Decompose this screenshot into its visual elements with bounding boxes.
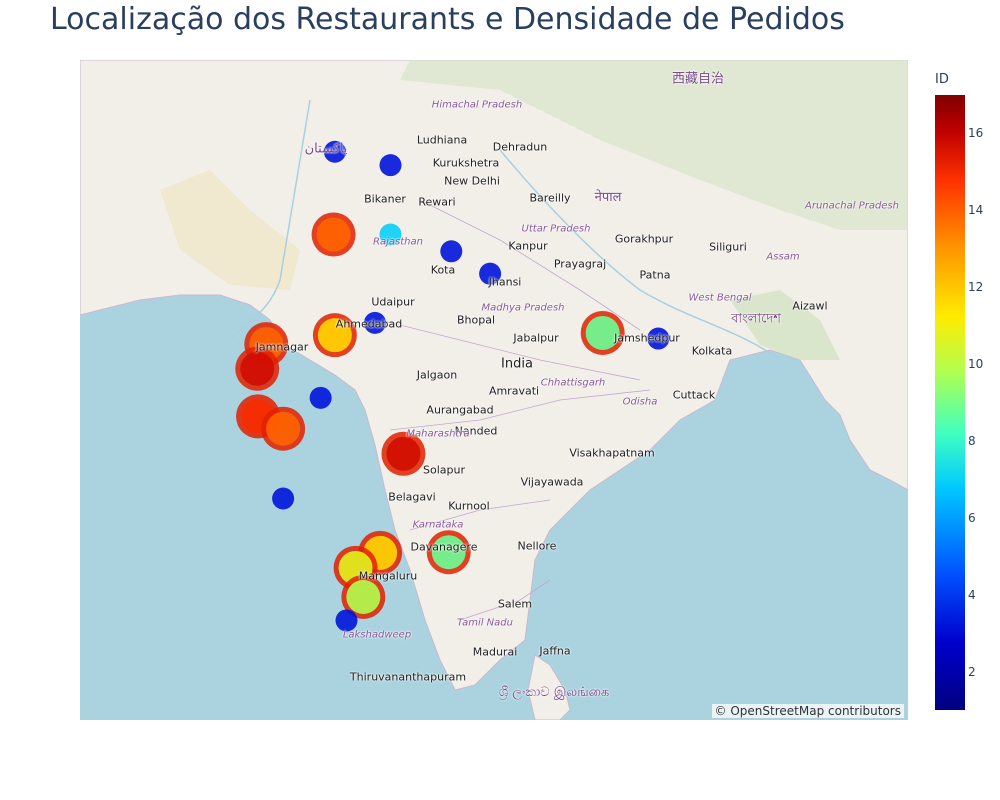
label-kurnool: Kurnool	[448, 499, 490, 513]
label-udaipur: Udaipur	[371, 295, 415, 309]
label-assam: Assam	[766, 251, 800, 263]
label-west-bengal: West Bengal	[688, 292, 752, 304]
label-prayagraj: Prayagraj	[553, 257, 607, 271]
label-belagavi: Belagavi	[388, 490, 436, 504]
label-thiruvananthapuram: Thiruvananthapuram	[349, 670, 467, 684]
restaurant-marker[interactable]	[335, 609, 358, 632]
label-nepal: नेपाल	[594, 190, 622, 205]
land-shape	[80, 60, 908, 691]
label-madhya-pradesh: Madhya Pradesh	[481, 302, 565, 314]
markers-layer	[235, 140, 670, 632]
restaurant-marker[interactable]	[479, 262, 502, 285]
label-solapur: Solapur	[423, 463, 465, 477]
label-sri-lanka: ශ්‍රී ලංකාව இலங்கை	[498, 685, 610, 700]
label-jaffna: Jaffna	[539, 644, 571, 658]
sri-lanka-shape	[527, 654, 571, 720]
colorbar-tick-label: 12	[968, 280, 984, 295]
colorbar-tick-label: 6	[968, 510, 976, 525]
label-karnataka: Karnataka	[412, 519, 464, 531]
map-view[interactable]: Ludhiana Dehradun Kurukshetra New Delhi …	[80, 60, 908, 720]
restaurant-marker[interactable]	[323, 140, 346, 163]
label-siliguri: Siliguri	[709, 240, 747, 254]
label-lakshadweep: Lakshadweep	[342, 629, 412, 641]
restaurant-marker[interactable]	[431, 535, 466, 570]
himalaya-shade	[400, 60, 908, 230]
label-odisha: Odisha	[622, 396, 658, 408]
label-pakistan: پاکستان	[304, 141, 348, 157]
label-bareilly: Bareilly	[529, 191, 571, 205]
label-visakhapatnam: Visakhapatnam	[569, 446, 655, 460]
label-himachal-pradesh: Himachal Pradesh	[431, 99, 523, 111]
label-nanded: Nanded	[454, 424, 498, 438]
label-tamil-nadu: Tamil Nadu	[457, 617, 513, 629]
restaurant-marker[interactable]	[647, 327, 670, 350]
label-new-delhi: New Delhi	[444, 174, 500, 188]
colorbar-tick-label: 4	[968, 587, 976, 602]
restaurant-marker[interactable]	[585, 315, 620, 350]
restaurant-marker[interactable]	[272, 487, 295, 510]
label-chhattisgarh: Chhattisgarh	[540, 377, 606, 389]
label-kanpur: Kanpur	[508, 239, 548, 253]
restaurant-marker[interactable]	[316, 217, 351, 252]
label-uttar-pradesh: Uttar Pradesh	[521, 223, 591, 235]
restaurant-marker[interactable]	[379, 154, 402, 177]
label-kolkata: Kolkata	[691, 344, 733, 358]
label-vijayawada: Vijayawada	[520, 475, 584, 489]
label-salem: Salem	[497, 597, 533, 611]
label-jalgaon: Jalgaon	[416, 368, 458, 382]
basemap	[80, 60, 908, 720]
label-maharashtra: Maharashtra	[406, 428, 470, 440]
delta-shade	[730, 290, 840, 360]
label-madurai: Madurai	[472, 645, 518, 659]
label-ludhiana: Ludhiana	[416, 133, 468, 147]
river-ganges	[499, 149, 781, 361]
label-rajasthan: Rajasthan	[373, 236, 423, 248]
label-jamshedpur: Jamshedpur	[614, 331, 680, 345]
label-aurangabad: Aurangabad	[426, 403, 494, 417]
state-borders	[379, 199, 651, 621]
label-bhopal: Bhopal	[456, 313, 496, 327]
colorbar-tick-label: 2	[968, 664, 976, 679]
restaurant-marker[interactable]	[386, 436, 421, 471]
colorbar	[935, 95, 965, 710]
colorbar-tick-label: 14	[968, 203, 984, 218]
label-patna: Patna	[639, 268, 671, 282]
colorbar-title: ID	[935, 72, 949, 87]
label-bangladesh: বাংলাদেশ	[731, 311, 781, 327]
restaurant-marker[interactable]	[440, 240, 463, 263]
label-india: India	[501, 356, 533, 372]
label-aizawl: Aizawl	[792, 299, 828, 313]
label-jamnagar: Jamnagar	[255, 340, 309, 354]
label-jhansi: Jhansi	[488, 275, 522, 289]
colorbar-tick-label: 8	[968, 433, 976, 448]
restaurant-marker[interactable]	[363, 311, 386, 334]
restaurant-marker[interactable]	[266, 411, 301, 446]
restaurant-marker[interactable]	[379, 223, 402, 246]
label-dehradun: Dehradun	[492, 140, 548, 154]
label-mangaluru: Mangaluru	[358, 569, 418, 583]
label-rewari: Rewari	[418, 195, 456, 209]
label-ahmedabad: Ahmedabad	[335, 317, 403, 331]
label-kota: Kota	[430, 263, 456, 277]
restaurant-marker[interactable]	[240, 351, 275, 386]
colorbar-tick-label: 16	[968, 126, 984, 141]
label-amravati: Amravati	[488, 384, 540, 398]
label-davanagere: Davanagere	[410, 540, 478, 554]
label-kurukshetra: Kurukshetra	[432, 156, 500, 170]
label-gorakhpur: Gorakhpur	[614, 232, 674, 246]
river-indus	[229, 99, 311, 341]
restaurant-marker[interactable]	[309, 386, 332, 409]
desert-shade	[160, 170, 300, 290]
restaurant-marker[interactable]	[346, 579, 381, 614]
colorbar-tick-label: 10	[968, 357, 984, 372]
map-title: Localização dos Restaurants e Densidade …	[50, 2, 845, 37]
label-bikaner: Bikaner	[364, 192, 406, 206]
map-attribution[interactable]: © OpenStreetMap contributors	[711, 704, 904, 718]
label-jabalpur: Jabalpur	[513, 331, 559, 345]
label-cuttack: Cuttack	[672, 388, 716, 402]
label-arunachal-pradesh: Arunachal Pradesh	[805, 200, 899, 212]
label-nellore: Nellore	[517, 539, 557, 553]
label-tibet: 西藏自治	[671, 71, 725, 87]
restaurant-marker[interactable]	[317, 318, 352, 353]
